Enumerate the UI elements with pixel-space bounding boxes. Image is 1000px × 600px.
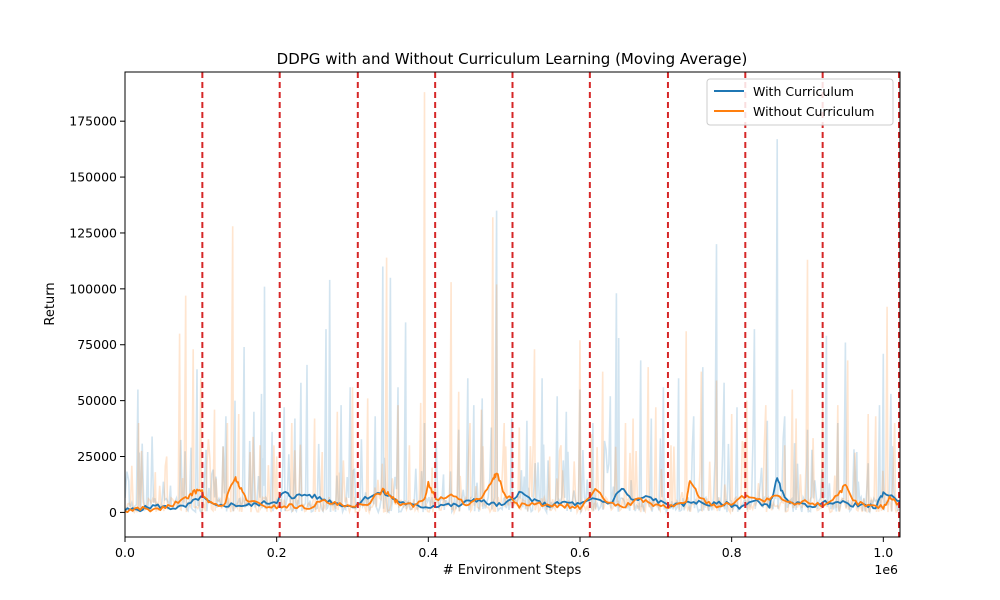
legend: With Curriculum Without Curriculum	[706, 78, 894, 126]
x-axis-label: # Environment Steps	[443, 563, 582, 578]
x-tick-label: 0.6	[570, 545, 590, 560]
moving-average-with-curriculum	[125, 477, 900, 513]
legend-box	[706, 78, 894, 126]
legend-label-without-curriculum: Without Curriculum	[753, 104, 874, 119]
chart-title: DDPG with and Without Curriculum Learnin…	[277, 50, 748, 68]
y-tick-label: 100000	[69, 281, 117, 296]
x-tick-label: 1.0	[873, 545, 893, 560]
plot-area	[124, 71, 901, 538]
y-axis-label: Return	[43, 282, 58, 325]
x-tick-label: 0.2	[267, 545, 287, 560]
x-axis: 0.0 0.2 0.4 0.6 0.8 1.0	[115, 537, 893, 560]
y-tick-label: 0	[109, 505, 117, 520]
x-tick-label: 0.0	[115, 545, 135, 560]
plot-frame	[124, 71, 901, 538]
x-axis-offset-label: 1e6	[874, 562, 898, 577]
moving-average-without-curriculum	[125, 472, 900, 513]
curriculum-boundaries	[201, 72, 900, 537]
y-axis: 0 25000 50000 75000 100000 125000 150000 175000	[69, 114, 125, 520]
x-tick-label: 0.8	[722, 545, 742, 560]
y-tick-label: 175000	[69, 114, 117, 129]
y-tick-label: 125000	[69, 225, 117, 240]
x-tick-label: 0.4	[418, 545, 438, 560]
y-tick-label: 25000	[77, 449, 117, 464]
moving-average-layer	[125, 472, 900, 513]
legend-label-with-curriculum: With Curriculum	[753, 84, 854, 99]
y-tick-label: 75000	[77, 337, 117, 352]
y-tick-label: 50000	[77, 393, 117, 408]
y-tick-label: 150000	[69, 170, 117, 185]
